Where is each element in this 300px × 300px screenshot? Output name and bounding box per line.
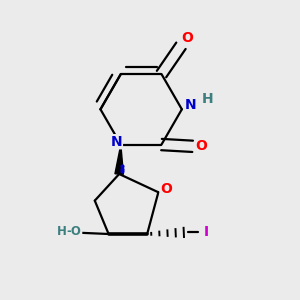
Text: H: H (57, 225, 67, 238)
Text: O: O (160, 182, 172, 197)
Polygon shape (115, 145, 123, 174)
Text: N: N (111, 135, 122, 149)
Text: I: I (204, 225, 209, 239)
Text: H: H (202, 92, 213, 106)
Text: -O: -O (67, 225, 82, 238)
Text: O: O (196, 139, 207, 153)
Text: N: N (185, 98, 197, 112)
Text: O: O (182, 31, 193, 45)
